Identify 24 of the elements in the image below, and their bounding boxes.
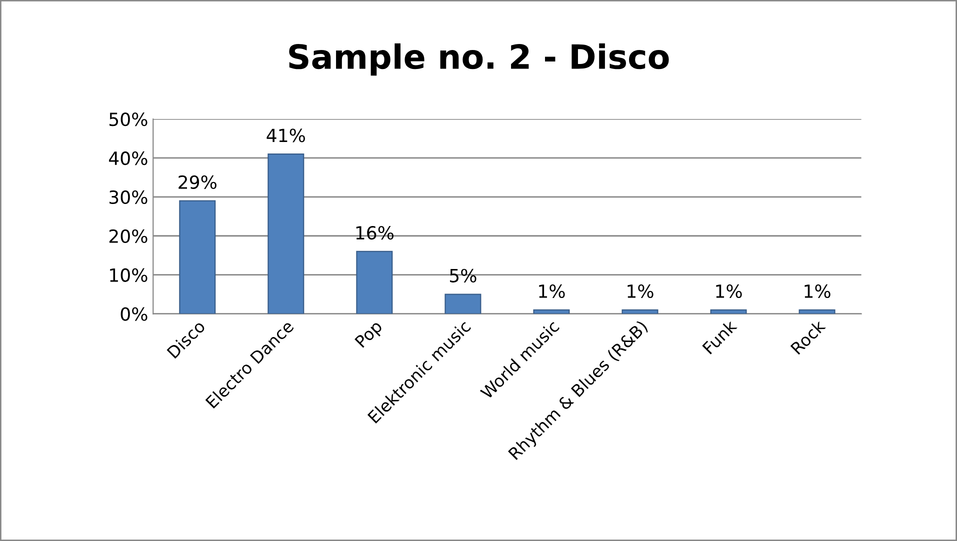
data-label: 1%: [804, 284, 830, 298]
bar: [268, 154, 304, 314]
bar: [356, 250, 393, 314]
y-tick-label: 20%: [109, 229, 148, 243]
y-tick-label: 30%: [110, 190, 148, 204]
x-tick-label: Pop: [354, 320, 386, 350]
data-label: 1%: [628, 284, 654, 298]
data-label: 41%: [266, 128, 305, 142]
bar: [179, 200, 216, 314]
y-tick-label: 10%: [110, 268, 148, 282]
bar: [710, 309, 747, 314]
bar: [533, 309, 570, 314]
data-label: 29%: [178, 175, 216, 189]
data-label: 1%: [539, 284, 565, 298]
y-tick-label: 50%: [110, 112, 148, 126]
data-label: 5%: [450, 268, 476, 282]
y-tick-label: 40%: [109, 151, 148, 166]
data-label: 16%: [356, 226, 394, 240]
bar: [622, 309, 658, 314]
bar: [798, 309, 836, 314]
bar: [444, 294, 482, 314]
chart-title: Sample no. 2 - Disco: [289, 43, 669, 76]
y-tick-label: 0%: [120, 307, 148, 321]
data-label: 1%: [716, 284, 742, 298]
